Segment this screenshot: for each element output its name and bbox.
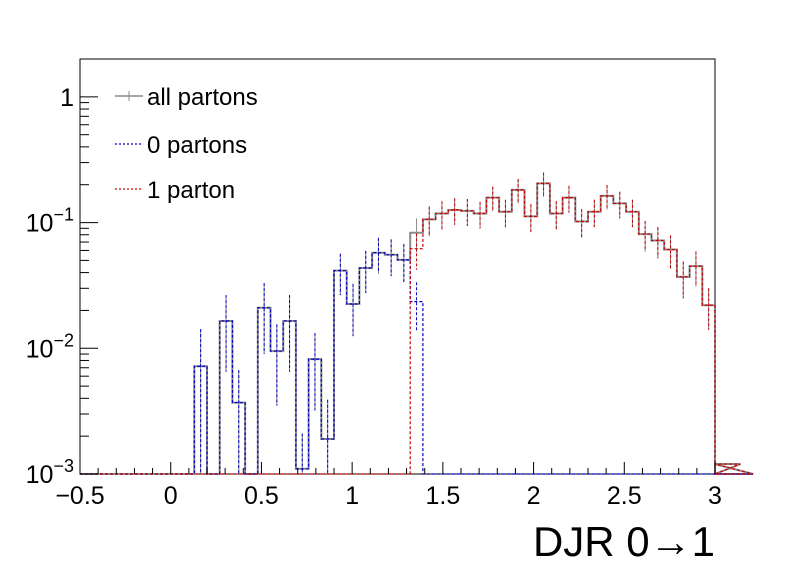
y-tick-label: 1 (60, 84, 74, 112)
legend-label-1-parton: 1 parton (147, 177, 235, 204)
series-1-parton (80, 172, 754, 475)
histogram-line (80, 182, 754, 475)
x-tick-label: −0.5 (55, 482, 104, 510)
plot-frame (79, 58, 716, 475)
x-tick-label: 1 (345, 482, 359, 510)
x-tick-label: 0 (164, 482, 178, 510)
legend-label-all-partons: all partons (147, 84, 258, 111)
x-tick-label: 2.5 (607, 482, 642, 510)
histogram-line (80, 252, 754, 475)
series-0-partons (80, 237, 754, 475)
legend-label-0-partons: 0 partons (147, 132, 247, 159)
series-layer (80, 172, 754, 475)
y-tick-label: 10−3 (26, 456, 74, 489)
axis-ticks: −0.5 0 0.5 1 1.5 2 2.5 3 10−3 10−2 10−1 1 (26, 58, 722, 510)
y-tick-label: 10−2 (26, 330, 74, 363)
x-axis-label: DJR 0→1 (533, 518, 715, 565)
x-tick-label: 2 (527, 482, 541, 510)
y-tick-label: 10−1 (26, 205, 74, 238)
x-tick-label: 1.5 (425, 482, 460, 510)
x-tick-label: 0.5 (244, 482, 279, 510)
x-tick-label: 3 (708, 482, 722, 510)
legend: all partons 0 partons 1 parton (115, 84, 258, 204)
